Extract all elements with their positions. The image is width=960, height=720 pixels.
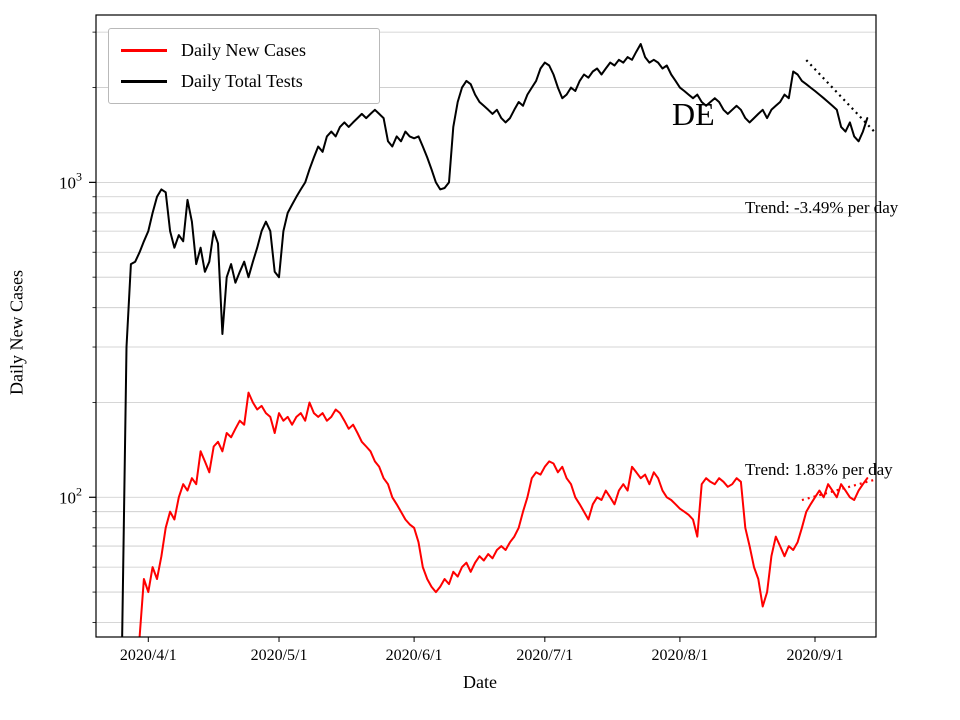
x-tick-label: 2020/4/1 (120, 647, 177, 664)
x-tick-label: 2020/5/1 (251, 647, 308, 664)
y-axis-label: Daily New Cases (6, 270, 27, 395)
legend-line-new-cases (121, 49, 167, 52)
legend-item-new-cases: Daily New Cases (121, 40, 379, 61)
x-tick-label: 2020/9/1 (787, 647, 844, 664)
legend-item-total-tests: Daily Total Tests (121, 71, 379, 92)
legend-label-new-cases: Daily New Cases (181, 40, 306, 60)
plot-border (95, 14, 877, 638)
x-tick-label: 2020/6/1 (386, 647, 443, 664)
x-axis-label: Date (463, 672, 497, 692)
legend: Daily New Cases Daily Total Tests (108, 28, 380, 104)
series-group (121, 43, 876, 637)
series-line-1 (121, 43, 869, 637)
trend-annotation-new-cases: Trend: 1.83% per day (745, 460, 893, 479)
trend-annotation-total-tests: Trend: -3.49% per day (745, 198, 899, 217)
x-tick-label: 2020/8/1 (651, 647, 708, 664)
total-tests-trend (805, 59, 876, 135)
legend-label-total-tests: Daily Total Tests (181, 71, 303, 91)
series-line-0 (138, 391, 869, 637)
legend-line-total-tests (121, 80, 167, 83)
x-tick-label: 2020/7/1 (516, 647, 573, 664)
y-tick-label: 103 (59, 169, 82, 192)
new-cases-trend (801, 478, 876, 502)
y-tick-label: 102 (59, 484, 82, 507)
country-code-annotation: DE (672, 96, 715, 132)
